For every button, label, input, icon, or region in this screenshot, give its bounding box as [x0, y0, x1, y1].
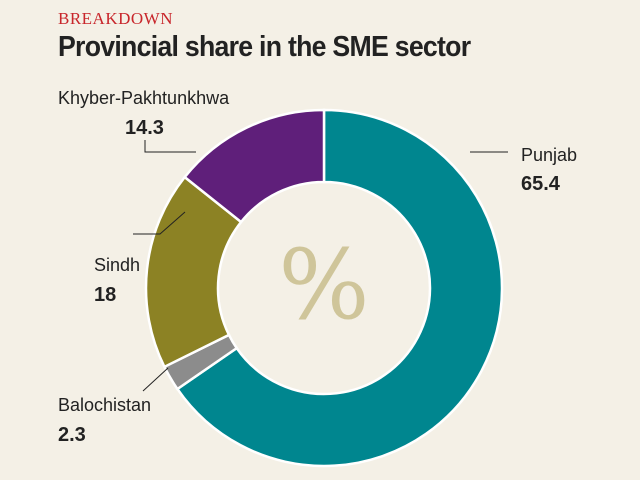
label-punjab-value: 65.4 [521, 173, 561, 195]
label-balochistan-value: 2.3 [58, 424, 86, 446]
label-sindh-name: Sindh [94, 255, 140, 275]
slice-punjab [175, 108, 504, 468]
percent-sign: % [278, 229, 369, 341]
label-kp-name: Khyber-Pakhtunkhwa [58, 88, 230, 108]
chart-title: Provincial share in the SME sector [58, 31, 471, 63]
label-sindh-value: 18 [94, 284, 116, 306]
kicker-label: BREAKDOWN [58, 9, 173, 28]
slice-khyber-pakhtunkhwa [182, 108, 326, 224]
label-kp-value: 14.3 [125, 117, 164, 139]
slice-sindh [144, 175, 243, 369]
leader-kp [144, 140, 196, 153]
leader-sindh [133, 211, 186, 235]
leader-balochistan [142, 367, 169, 392]
label-punjab-name: Punjab [521, 145, 577, 165]
label-balochistan-name: Balochistan [58, 395, 151, 415]
